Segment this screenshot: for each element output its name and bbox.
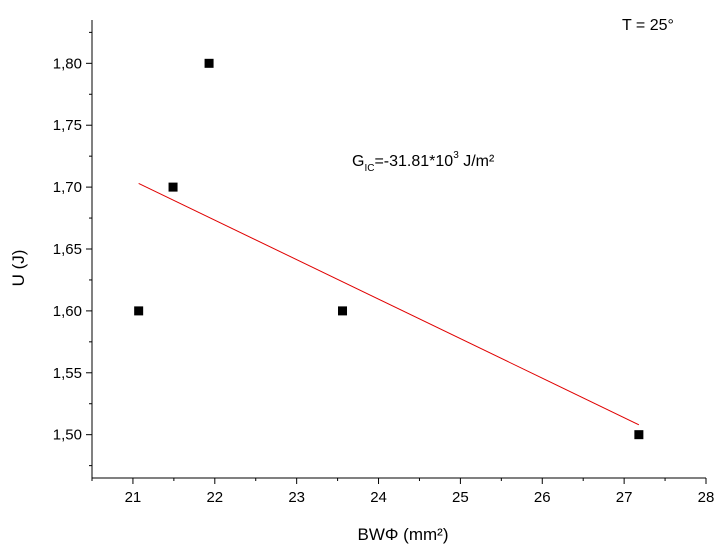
y-tick-label: 1,75 [53,117,82,134]
data-point [168,182,178,192]
gic-value: =-31.81*10 [374,153,453,170]
y-tick-label: 1,65 [53,241,82,258]
x-tick-label: 21 [125,489,142,506]
data-point [204,58,214,68]
y-tick-label: 1,55 [53,365,82,382]
x-tick-label: 24 [370,489,387,506]
gic-superscript: 3 [453,150,459,161]
points-layer [134,58,644,440]
x-tick-label: 28 [698,489,715,506]
y-tick-label: 1,60 [53,303,82,320]
gic-subscript: IC [364,163,374,174]
x-tick-label: 27 [616,489,633,506]
y-axis: 1,50 1,55 1,60 1,65 1,70 1,75 1,80 [53,31,92,467]
gic-main: G [352,153,364,170]
x-tick-label: 25 [452,489,469,506]
y-axis-title: U (J) [9,250,28,287]
x-axis-title: BWΦ (mm²) [358,525,449,544]
gic-unit: J/m² [459,153,495,170]
y-tick-label: 1,80 [53,55,82,72]
fit-line-layer [138,182,640,426]
x-tick-label: 23 [288,489,305,506]
data-point [134,306,144,316]
x-tick-label: 26 [534,489,551,506]
plot-frame [91,20,706,479]
fit-line [138,182,640,426]
x-tick-label: 22 [206,489,223,506]
temperature-label: T = 25° [622,17,674,34]
y-tick-label: 1,50 [53,427,82,444]
x-axis: 21 22 23 24 25 26 27 28 [91,478,715,506]
y-tick-label: 1,70 [53,179,82,196]
gic-annotation: GIC=-31.81*103 J/m² [352,150,495,174]
data-point [338,306,348,316]
data-point [634,430,644,440]
